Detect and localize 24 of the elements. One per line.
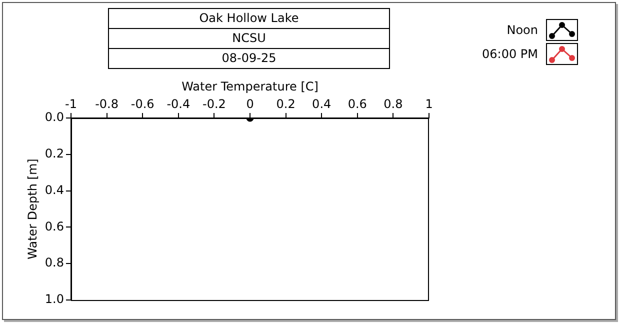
x-tick-label: -0.8 — [95, 96, 119, 111]
x-tick-label: -1 — [65, 96, 77, 111]
chart-title: Oak Hollow Lake — [108, 8, 390, 29]
x-tick-label: -0.2 — [202, 96, 226, 111]
x-tick-label: 0.2 — [276, 96, 296, 111]
x-tick-label: 1 — [425, 96, 433, 111]
x-tick-label: -0.4 — [166, 96, 190, 111]
y-tick-label: 0.0 — [44, 110, 64, 124]
x-tick-label: 0.4 — [312, 96, 332, 111]
y-tick-label: 1.0 — [44, 292, 64, 306]
legend-label: 06:00 PM — [481, 47, 538, 61]
y-axis-title: Water Depth [m] — [25, 158, 40, 260]
x-axis-title: Water Temperature [C] — [182, 79, 318, 94]
chart-subtitle: NCSU — [108, 28, 390, 49]
y-tick-label: 0.6 — [44, 219, 64, 234]
x-tick-label: -0.6 — [130, 96, 154, 111]
y-tick-label: 0.8 — [44, 256, 64, 270]
legend-label: Noon — [506, 23, 538, 37]
y-tick-label: 0.2 — [44, 146, 64, 161]
text: 08-09-25 — [108, 48, 390, 69]
x-tick-label: 0 — [246, 96, 254, 111]
x-tick-label: 0.8 — [384, 96, 403, 111]
y-tick-label: 0.4 — [44, 182, 64, 197]
x-tick-label: 0.6 — [348, 96, 367, 111]
